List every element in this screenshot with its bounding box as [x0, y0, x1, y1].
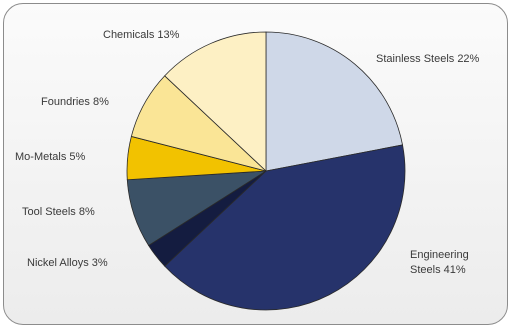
slice-label-foundries: Foundries 8% — [41, 96, 109, 108]
pie-slice-stainless-steels — [265, 31, 404, 172]
pie-slice-chemicals — [164, 31, 267, 172]
pie-slices — [126, 31, 406, 311]
pie-chart: Stainless Steels 22% Engineering Steels 41… — [15, 29, 480, 311]
slice-label-chemicals: Chemicals 13% — [103, 29, 180, 41]
slice-label-stainless-steels: Stainless Steels 22% — [376, 53, 480, 65]
slice-label-nickel-alloys: Nickel Alloys 3% — [27, 257, 108, 269]
pie-labels: Stainless Steels 22% Engineering Steels 41… — [15, 29, 480, 276]
pie-slice-engineering-steels — [164, 144, 406, 311]
slice-label-engineering-steels: Engineering Steels 41% — [410, 249, 469, 276]
slice-label-mo-metals: Mo-Metals 5% — [15, 151, 86, 163]
chart-card: Stainless Steels 22% Engineering Steels 41… — [3, 3, 508, 325]
slice-label-tool-steels: Tool Steels 8% — [22, 206, 95, 218]
